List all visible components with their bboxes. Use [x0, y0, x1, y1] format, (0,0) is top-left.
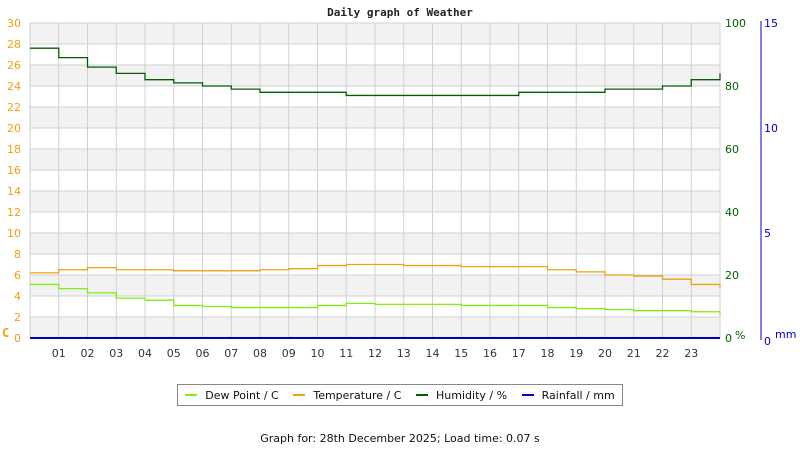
- x-tick-label: 22: [656, 347, 670, 360]
- rain-tick-label: 0: [764, 335, 771, 348]
- humidity-tick-label: 80: [725, 80, 739, 93]
- weather-chart: 01 02 03 04 05 06 07 08 09 10 11 12 13 14 15 16 17 18 19 20…: [2, 17, 796, 360]
- graph-footer: Graph for: 28th December 2025; Load time…: [260, 432, 540, 445]
- left-tick-label: 8: [14, 248, 21, 261]
- x-tick-label: 21: [627, 347, 641, 360]
- left-tick-label: 18: [7, 143, 21, 156]
- legend: Dew Point / C Temperature / C Humidity /…: [177, 384, 623, 406]
- rain-tick-label: 5: [764, 227, 771, 240]
- dew-series-line: [30, 283, 721, 315]
- x-tick-label: 03: [109, 347, 123, 360]
- humidity-tick-label: 60: [725, 143, 739, 156]
- legend-label: Rainfall / mm: [541, 388, 615, 402]
- x-tick-label: 14: [426, 347, 440, 360]
- left-tick-label: 14: [7, 185, 21, 198]
- humidity-tick-label: 0: [725, 332, 732, 345]
- x-tick-label: 09: [282, 347, 296, 360]
- left-axis-unit: C: [2, 326, 9, 340]
- legend-item-rainfall: Rainfall / mm: [521, 388, 615, 402]
- left-tick-label: 22: [7, 101, 21, 114]
- left-tick-label: 4: [14, 290, 21, 303]
- left-tick-label: 12: [7, 206, 21, 219]
- x-tick-label: 08: [253, 347, 267, 360]
- legend-item-temperature: Temperature / C: [293, 389, 401, 402]
- x-tick-label: 07: [224, 347, 238, 360]
- left-tick-label: 2: [14, 311, 21, 324]
- x-tick-label: 23: [684, 347, 698, 360]
- x-tick-label: 11: [339, 347, 353, 360]
- humidity-tick-label: 40: [725, 206, 739, 219]
- rain-axis-unit: mm: [775, 328, 796, 341]
- left-tick-label: 20: [7, 122, 21, 135]
- humidity-tick-label: 100: [725, 17, 746, 30]
- humidity-tick-label: 20: [725, 269, 739, 282]
- humidity-series-line: [30, 47, 721, 97]
- x-tick-label: 16: [483, 347, 497, 360]
- left-tick-label: 28: [7, 38, 21, 51]
- x-tick-label: 18: [541, 347, 555, 360]
- legend-item-dew-point: Dew Point / C: [185, 388, 279, 402]
- humidity-swatch-icon: [416, 394, 429, 396]
- rain-tick-label: 10: [764, 122, 778, 135]
- left-tick-label: 26: [7, 59, 21, 72]
- left-tick-label: 0: [14, 332, 21, 345]
- x-tick-label: 19: [569, 347, 583, 360]
- x-tick-label: 20: [598, 347, 612, 360]
- left-tick-label: 30: [7, 17, 21, 30]
- x-tick-label: 12: [368, 347, 382, 360]
- legend-label: Humidity / %: [436, 388, 508, 402]
- legend-label: Dew Point / C: [205, 388, 279, 402]
- x-tick-label: 05: [167, 347, 181, 360]
- temperature-series-line: [30, 263, 721, 288]
- rainfall-swatch-icon: [521, 394, 534, 396]
- rain-tick-label: 15: [764, 17, 778, 30]
- left-tick-label: 6: [14, 269, 21, 282]
- dew-point-swatch-icon: [185, 394, 198, 396]
- x-tick-label: 02: [81, 347, 95, 360]
- legend-label: Temperature / C: [313, 388, 402, 402]
- left-tick-label: 24: [7, 80, 21, 93]
- x-tick-label: 10: [311, 347, 325, 360]
- humidity-axis-unit: %: [735, 329, 745, 342]
- x-tick-label: 15: [454, 347, 468, 360]
- chart-title: Daily graph of Weather: [327, 6, 473, 19]
- legend-item-humidity: Humidity / %: [416, 389, 507, 402]
- x-tick-label: 06: [196, 347, 210, 360]
- left-tick-label: 16: [7, 164, 21, 177]
- x-tick-label: 01: [52, 347, 66, 360]
- temperature-swatch-icon: [293, 394, 306, 396]
- x-tick-label: 04: [138, 347, 152, 360]
- x-tick-label: 13: [397, 347, 411, 360]
- x-tick-label: 17: [512, 347, 526, 360]
- left-tick-label: 10: [7, 227, 21, 240]
